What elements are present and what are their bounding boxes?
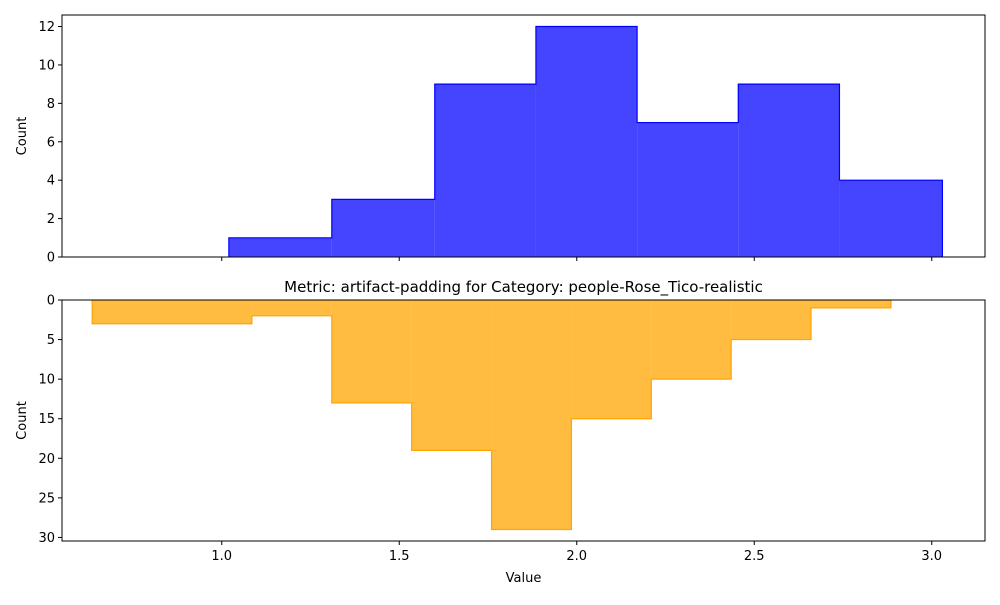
y-tick-label: 0 [47, 294, 55, 309]
bottom-histogram-bar-0 [92, 300, 252, 324]
top-histogram-bar-2 [434, 84, 536, 258]
bottom-axes-frame [61, 299, 986, 542]
top-histogram-bar-3 [535, 26, 638, 258]
bottom-y-ticks: 0 5 10 15 20 25 30 [38, 294, 62, 546]
y-tick-label: 10 [38, 58, 55, 73]
bottom-y-axis-label: Count [15, 401, 30, 440]
bottom-histogram-panel: Metric: artifact-padding for Category: p… [15, 278, 986, 586]
bottom-histogram-bar-6 [651, 300, 732, 380]
y-tick-label: 30 [38, 531, 55, 546]
top-histogram-bar-4 [637, 122, 739, 257]
y-tick-label: 10 [38, 373, 55, 388]
top-histogram-bar-6 [839, 180, 943, 257]
y-tick-label: 6 [47, 135, 55, 150]
top-histogram-panel: 0 2 4 6 8 10 12 Count [15, 14, 986, 266]
bottom-histogram-bar-4 [491, 300, 572, 530]
y-tick-label: 12 [38, 20, 55, 35]
x-tick-label: 3.0 [921, 549, 942, 564]
top-histogram-bars [228, 25, 943, 258]
bottom-histogram-bars [91, 300, 892, 531]
bottom-histogram-bar-8 [811, 300, 891, 308]
y-tick-label: 5 [47, 333, 55, 348]
y-tick-label: 0 [47, 251, 55, 266]
top-axes-frame [61, 14, 986, 258]
y-tick-label: 15 [38, 412, 55, 427]
y-tick-label: 2 [47, 212, 55, 227]
x-tick-label: 1.5 [389, 549, 410, 564]
bottom-histogram-bar-2 [331, 300, 412, 403]
y-tick-label: 20 [38, 452, 55, 467]
bottom-histogram-bar-1 [251, 300, 332, 316]
top-x-ticks [221, 257, 933, 261]
bottom-histogram-bar-5 [571, 300, 652, 419]
bottom-histogram-bar-7 [731, 300, 812, 340]
top-y-ticks: 0 2 4 6 8 10 12 [38, 20, 62, 266]
top-histogram-bar-1 [331, 199, 435, 257]
top-histogram-outline [228, 25, 943, 257]
bottom-histogram-outline [91, 300, 892, 531]
top-histogram-bar-0 [228, 237, 332, 257]
y-tick-label: 8 [47, 97, 55, 112]
y-tick-label: 4 [47, 174, 55, 189]
top-y-axis-label: Count [15, 117, 30, 156]
x-tick-label: 2.0 [566, 549, 587, 564]
x-tick-label: 2.5 [744, 549, 765, 564]
y-tick-label: 25 [38, 491, 55, 506]
bottom-x-ticks: 1.0 1.5 2.0 2.5 3.0 [211, 541, 942, 564]
bottom-chart-title: Metric: artifact-padding for Category: p… [284, 278, 763, 297]
x-tick-label: 1.0 [211, 549, 232, 564]
bottom-histogram-bar-3 [411, 300, 492, 451]
bottom-x-axis-label: Value [506, 571, 542, 586]
top-histogram-bar-5 [738, 84, 840, 258]
